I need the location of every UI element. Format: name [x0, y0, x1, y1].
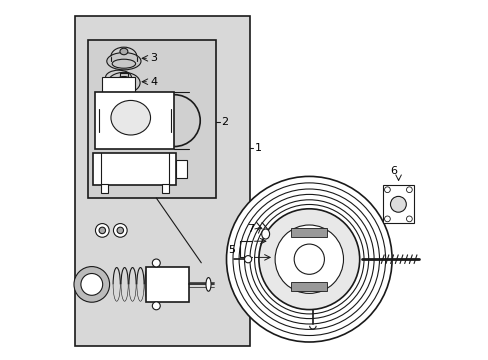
Circle shape — [406, 216, 411, 222]
Circle shape — [226, 176, 391, 342]
Ellipse shape — [113, 224, 127, 237]
Ellipse shape — [111, 100, 150, 135]
Ellipse shape — [152, 259, 160, 267]
Bar — [382, 185, 413, 223]
Ellipse shape — [120, 48, 127, 55]
Bar — [102, 77, 134, 92]
Ellipse shape — [81, 274, 102, 295]
Circle shape — [258, 209, 359, 310]
Ellipse shape — [95, 224, 109, 237]
Ellipse shape — [112, 59, 135, 68]
Ellipse shape — [99, 227, 105, 234]
Bar — [176, 160, 186, 178]
Circle shape — [384, 216, 389, 222]
Ellipse shape — [114, 77, 133, 89]
Bar — [75, 16, 249, 346]
Ellipse shape — [152, 302, 160, 310]
Text: 6: 6 — [389, 166, 396, 176]
Ellipse shape — [119, 80, 128, 86]
Text: 4: 4 — [150, 77, 157, 87]
Bar — [145, 267, 188, 302]
Text: 1: 1 — [254, 143, 261, 153]
Text: 5: 5 — [228, 245, 235, 255]
Text: 3: 3 — [150, 53, 157, 63]
Bar — [291, 228, 326, 237]
Bar — [162, 184, 168, 193]
Ellipse shape — [261, 229, 269, 239]
Bar — [95, 92, 174, 149]
Text: 7: 7 — [247, 224, 254, 234]
Ellipse shape — [74, 266, 109, 302]
Ellipse shape — [205, 278, 211, 291]
Circle shape — [384, 187, 389, 193]
Circle shape — [294, 244, 324, 274]
Bar — [93, 153, 176, 185]
Ellipse shape — [107, 72, 140, 93]
Circle shape — [406, 187, 411, 193]
Text: 2: 2 — [221, 117, 228, 127]
Circle shape — [390, 197, 406, 212]
Circle shape — [275, 225, 343, 293]
Bar — [101, 184, 107, 193]
Ellipse shape — [244, 256, 251, 263]
Bar — [88, 40, 215, 198]
Ellipse shape — [106, 53, 141, 70]
Ellipse shape — [117, 227, 123, 234]
Bar — [291, 282, 326, 291]
